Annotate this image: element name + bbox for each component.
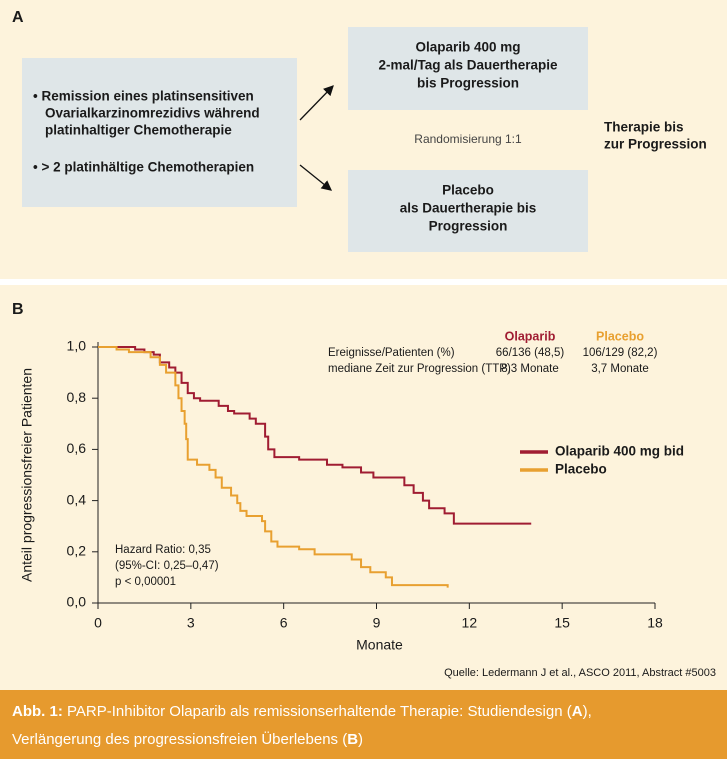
arrow	[299, 164, 333, 191]
inclusion-text: Ovarialkarzinomrezidivs während	[45, 106, 260, 121]
x-tick-label: 0	[94, 615, 102, 631]
caption-mark: B	[347, 731, 358, 748]
caption: Abb. 1: PARP-Inhibitor Olaparib als remi…	[12, 703, 592, 720]
y-tick-label: 1,0	[67, 338, 87, 354]
x-tick-label: 9	[373, 615, 381, 631]
annotation: Hazard Ratio: 0,35	[115, 544, 211, 556]
table-row-label: mediane Zeit zur Progression (TTP)	[328, 363, 511, 375]
x-tick-label: 3	[187, 615, 195, 631]
therapy-text: Therapie bis	[604, 120, 684, 135]
inclusion-text: • Remission eines platinsensitiven	[33, 89, 254, 104]
y-tick-label: 0,4	[67, 491, 87, 507]
caption: Verlängerung des progressionsfreien Über…	[12, 730, 363, 748]
legend-label: Placebo	[555, 462, 607, 477]
y-tick-label: 0,8	[67, 389, 87, 405]
panel-label: A	[12, 9, 24, 26]
legend-label: Olaparib 400 mg bid	[555, 444, 684, 459]
caption-label: Abb. 1:	[12, 703, 63, 720]
arm-text: Placebo	[442, 183, 494, 198]
table-cell: 66/136 (48,5)	[496, 347, 565, 359]
arm-text: bis Progression	[417, 76, 519, 91]
y-axis-label: Anteil progressionsfreier Patienten	[19, 368, 35, 582]
panel-label: B	[12, 301, 24, 318]
caption-text: )	[358, 731, 363, 748]
survival-curve	[98, 346, 449, 588]
arm-text: 2-mal/Tag als Dauertherapie	[378, 58, 558, 73]
x-tick-label: 12	[462, 615, 478, 631]
caption-mark: A	[572, 703, 583, 720]
inclusion-text: • > 2 platinhältige Chemotherapien	[33, 160, 254, 175]
separator	[0, 279, 727, 285]
source: Quelle: Ledermann J et al., ASCO 2011, A…	[444, 667, 716, 679]
table-header: Olaparib	[505, 329, 556, 343]
annotation: p < 0,00001	[115, 576, 176, 588]
annotation: (95%-CI: 0,25–0,47)	[115, 560, 219, 572]
arm-box	[348, 170, 588, 252]
arrow	[299, 85, 334, 121]
inclusion-box	[22, 58, 297, 207]
table-header: Placebo	[596, 329, 644, 343]
y-tick-label: 0,0	[67, 594, 87, 610]
x-tick-label: 18	[647, 615, 663, 631]
arm-box	[348, 27, 588, 110]
arm-text: Progression	[429, 219, 508, 234]
table-cell: 3,7 Monate	[591, 363, 649, 375]
x-tick-label: 6	[280, 615, 288, 631]
caption-text: Verlängerung des progressionsfreien Über…	[12, 730, 347, 748]
table-row-label: Ereignisse/Patienten (%)	[328, 347, 455, 359]
x-tick-label: 15	[554, 615, 570, 631]
y-tick-label: 0,2	[67, 543, 87, 559]
table-cell: 8,3 Monate	[501, 363, 559, 375]
randomization: Randomisierung 1:1	[414, 132, 522, 146]
inclusion-text: platinhaltiger Chemotherapie	[45, 123, 232, 138]
arm-text: als Dauertherapie bis	[400, 201, 537, 216]
arm-text: Olaparib 400 mg	[415, 40, 520, 55]
y-tick-label: 0,6	[67, 440, 87, 456]
therapy-text: zur Progression	[604, 137, 707, 152]
x-axis-label: Monate	[356, 637, 403, 653]
caption-text: PARP-Inhibitor Olaparib als remissionser…	[63, 703, 572, 720]
table-cell: 106/129 (82,2)	[583, 347, 658, 359]
caption-text: ),	[583, 703, 592, 720]
survival-curve	[98, 346, 532, 525]
caption-bar	[0, 690, 727, 759]
